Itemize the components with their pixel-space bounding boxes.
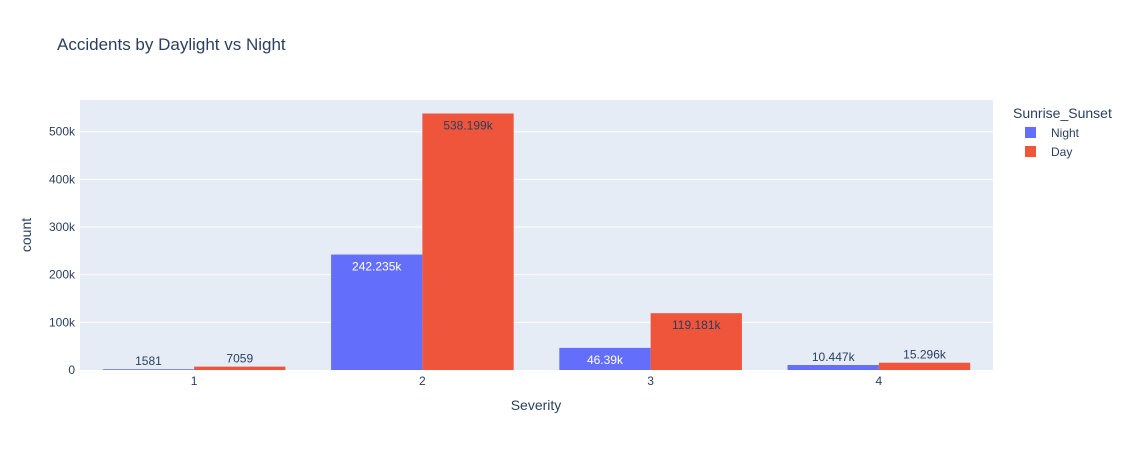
y-tick-label: 500k	[49, 125, 76, 139]
data-label: 10.447k	[812, 350, 856, 364]
legend-title: Sunrise_Sunset	[1013, 105, 1112, 121]
x-tick-label: 2	[419, 374, 426, 388]
data-label: 46.39k	[587, 353, 624, 367]
y-axis-title: count	[18, 218, 34, 252]
bars	[102, 113, 971, 370]
y-tick-label: 400k	[49, 172, 76, 186]
legend-swatch-day[interactable]	[1025, 146, 1036, 157]
y-tick-label: 200k	[49, 268, 76, 282]
y-tick-label: 300k	[49, 220, 76, 234]
chart-title: Accidents by Daylight vs Night	[57, 35, 286, 54]
x-tick-label: 3	[647, 374, 654, 388]
legend-item-day[interactable]: Day	[1051, 145, 1072, 159]
legend[interactable]: Sunrise_Sunset Night Day	[1013, 105, 1112, 159]
x-tick-label: 4	[876, 374, 883, 388]
plot-area	[80, 100, 993, 370]
bar-day-2	[422, 113, 514, 370]
data-label: 119.181k	[672, 318, 721, 332]
bar-night-2	[331, 254, 423, 370]
bar-night-3	[559, 347, 651, 370]
bar-day-4	[878, 362, 971, 370]
x-axis-ticks: 1 2 3 4	[191, 374, 883, 388]
data-labels: 1581 7059 242.235k 538.199k 46.39k 119.181k 10…	[135, 118, 947, 368]
bar-day-1	[194, 366, 286, 370]
y-tick-label: 100k	[49, 315, 76, 329]
y-tick-label: 0	[68, 363, 75, 377]
data-label: 7059	[226, 352, 253, 366]
gridlines	[80, 131, 993, 323]
legend-swatch-night[interactable]	[1025, 127, 1036, 138]
legend-item-night[interactable]: Night	[1051, 126, 1080, 140]
bar-night-4	[787, 365, 879, 370]
data-label: 1581	[135, 354, 162, 368]
bar-night-1	[102, 369, 195, 370]
x-tick-label: 1	[191, 374, 198, 388]
bar-day-3	[650, 313, 742, 370]
data-label: 538.199k	[443, 118, 493, 132]
y-axis-ticks: 0 100k 200k 300k 400k 500k	[49, 125, 76, 377]
data-label: 15.296k	[903, 348, 947, 362]
data-label: 242.235k	[352, 260, 402, 274]
x-axis-title: Severity	[511, 397, 562, 413]
